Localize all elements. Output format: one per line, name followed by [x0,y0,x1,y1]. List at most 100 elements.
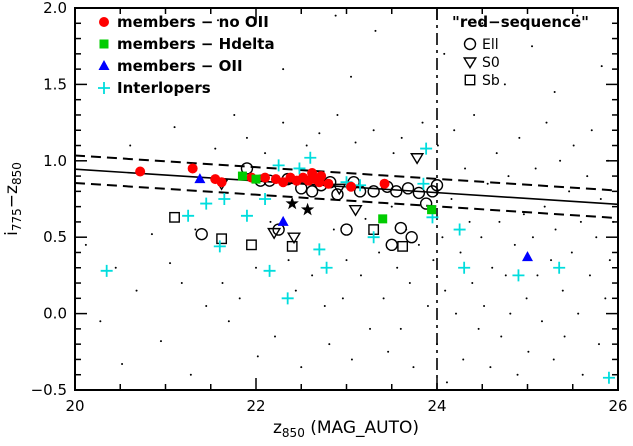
field-galaxy-dot [559,159,562,162]
data-point [320,261,333,274]
field-galaxy-dot [570,251,573,254]
data-point [194,173,206,184]
field-galaxy-dot [473,113,476,116]
field-galaxy-dot [323,304,326,307]
data-point [553,261,566,274]
field-galaxy-dot [464,167,467,170]
field-galaxy-dot [282,68,285,71]
data-point [367,231,380,244]
field-galaxy-dot [84,243,87,246]
field-galaxy-dot [99,320,102,323]
x-axis-label: z850 (MAG_AUTO) [273,418,419,440]
field-galaxy-dot [233,113,236,116]
field-galaxy-dot [194,228,197,231]
y-tick-label: 0.0 [43,305,67,323]
field-galaxy-dot [332,228,335,231]
data-point [427,205,437,215]
field-galaxy-dot [274,335,277,338]
field-galaxy-dot [552,358,555,361]
legend-title-red-sequence: "red−sequence" [452,13,589,31]
data-point [286,240,298,252]
field-galaxy-dot [553,91,556,94]
data-point [397,240,409,252]
legend-symbol-sb [464,74,476,86]
data-point [240,209,253,222]
field-galaxy-dot [522,213,525,216]
field-galaxy-dot [412,366,415,369]
field-galaxy-dot [608,259,611,262]
field-galaxy-dot [287,259,290,262]
field-galaxy-dot [436,144,439,147]
field-galaxy-dot [540,320,543,323]
field-galaxy-dot [387,350,390,353]
field-galaxy-dot [599,198,602,200]
data-point [378,214,388,224]
data-point [394,221,407,235]
series-members-uncertain [285,196,315,216]
field-galaxy-dot [563,335,566,338]
field-galaxy-dot [516,373,519,376]
field-galaxy-dot [294,289,297,292]
data-point [100,264,113,277]
field-galaxy-dot [426,304,429,307]
field-galaxy-dot [531,236,534,239]
data-point [216,233,228,245]
data-point [340,223,353,236]
field-galaxy-dot [341,297,344,300]
y-tick-label: 1.5 [43,75,67,93]
series-members-no-oii [135,163,390,192]
field-galaxy-dot [392,152,395,155]
field-galaxy-dot [382,297,385,300]
field-galaxy-dot [500,335,503,338]
legend-symbol-members-oii [98,60,110,70]
data-point [331,188,344,201]
data-point [354,179,367,192]
field-galaxy-dot [525,297,528,300]
legend-symbol-members-no-oii [99,17,109,27]
legend-symbol-ell [463,37,477,51]
field-galaxy-dot [255,266,257,269]
field-galaxy-dot [581,373,584,376]
field-galaxy-dot [471,282,474,285]
data-point [390,185,403,198]
field-galaxy-dot [364,217,367,220]
data-point [405,230,418,244]
field-galaxy-dot [400,136,403,139]
y-axis-label: i775−z850 [2,162,24,236]
field-galaxy-dot [495,152,498,155]
field-galaxy-dot [264,152,267,155]
legend-members-symbols [98,17,110,94]
field-galaxy-dot [445,381,448,384]
data-point [200,197,213,210]
series-interlopers [100,142,615,384]
data-point [286,232,302,245]
field-galaxy-dot [300,366,303,369]
field-galaxy-dot [531,45,534,48]
field-galaxy-dot [269,220,272,223]
field-galaxy-dot [350,75,353,78]
field-galaxy-dot [390,205,393,208]
field-galaxy-dot [214,147,217,150]
field-galaxy-dot [572,144,575,147]
field-galaxy-dot [577,312,580,315]
data-point [187,163,198,174]
field-galaxy-dot [282,121,285,124]
data-point [458,261,471,274]
field-galaxy-dot [504,274,507,277]
field-galaxy-dot [536,274,539,277]
field-galaxy-dot [245,136,248,139]
data-point [300,202,315,216]
field-galaxy-dot [227,320,230,323]
upper-envelope-line [74,154,619,192]
data-point [316,171,327,182]
field-galaxy-dot [121,363,124,366]
field-galaxy-dot [135,289,138,292]
data-point [401,182,415,195]
data-point [278,177,289,188]
field-galaxy-dot [408,282,411,285]
field-galaxy-dot [486,182,489,185]
legend-red-sequence: "red−sequence" Ell S0 Sb [452,13,589,89]
legend-label-interlopers: Interlopers [117,79,211,97]
field-galaxy-dot [507,175,510,178]
field-galaxy-dot [481,22,484,25]
